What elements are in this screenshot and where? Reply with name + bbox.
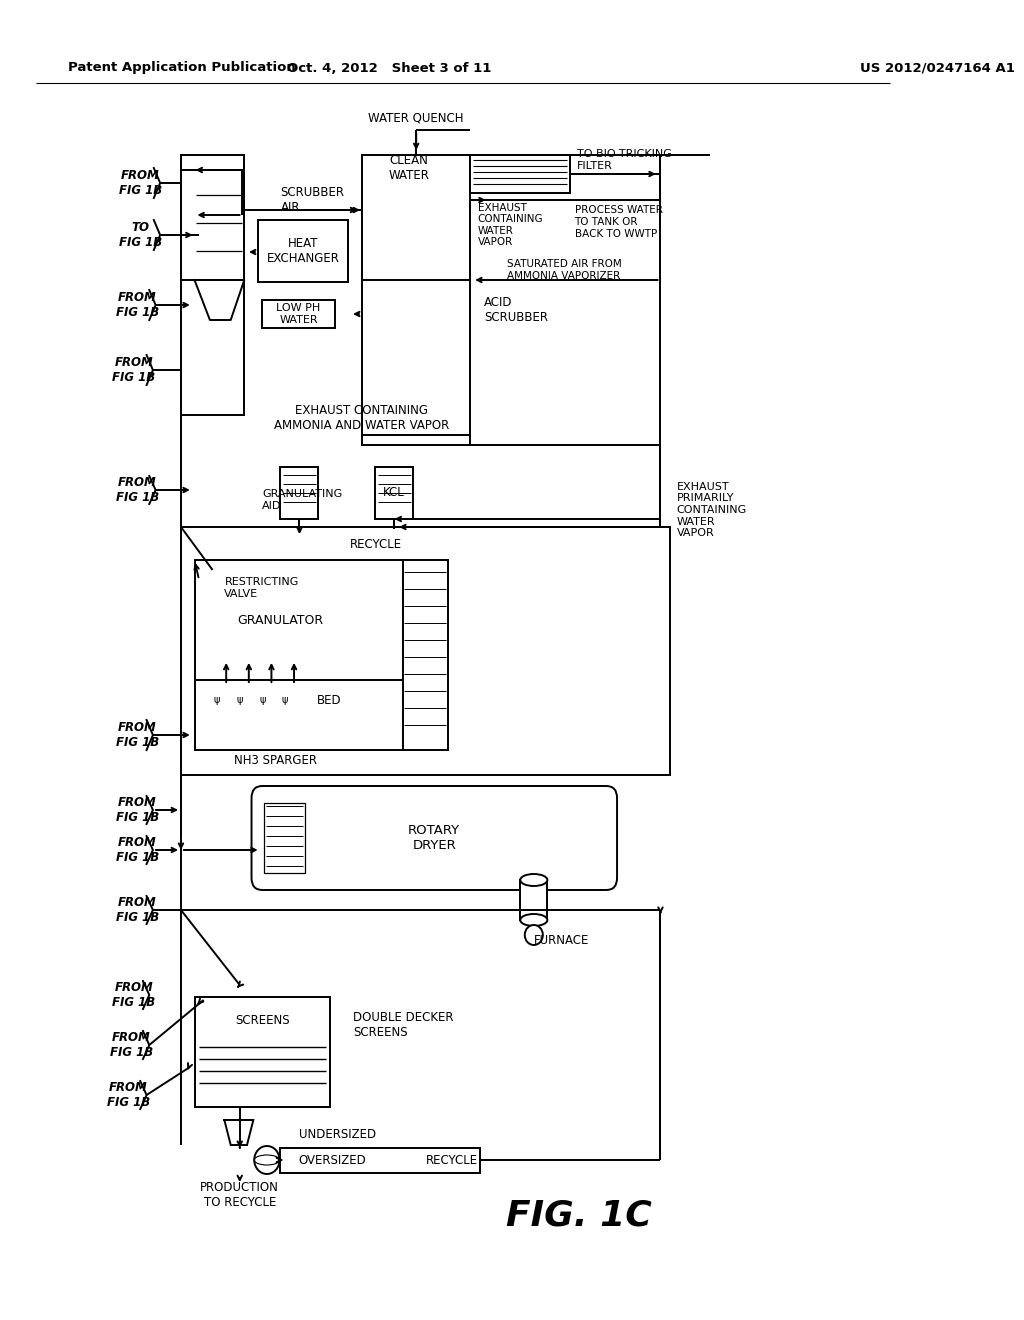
Bar bbox=[181, 154, 245, 414]
Bar bbox=[470, 154, 570, 193]
Text: FROM
FIG 1B: FROM FIG 1B bbox=[116, 836, 159, 865]
Text: HEAT
EXCHANGER: HEAT EXCHANGER bbox=[266, 238, 340, 265]
Text: WATER QUENCH: WATER QUENCH bbox=[369, 111, 464, 124]
Text: SCREENS: SCREENS bbox=[236, 1014, 290, 1027]
Text: FROM
FIG 1B: FROM FIG 1B bbox=[113, 356, 156, 384]
Text: ACID
SCRUBBER: ACID SCRUBBER bbox=[484, 296, 548, 323]
Text: EXHAUST
CONTAINING
WATER
VAPOR: EXHAUST CONTAINING WATER VAPOR bbox=[478, 202, 544, 247]
Bar bbox=[181, 527, 670, 775]
Bar bbox=[520, 880, 548, 920]
Text: RESTRICTING
VALVE: RESTRICTING VALVE bbox=[224, 577, 299, 599]
Bar bbox=[258, 220, 348, 282]
Text: KCL: KCL bbox=[383, 486, 404, 499]
Bar bbox=[262, 300, 335, 327]
Bar bbox=[195, 165, 245, 280]
Text: FIG. 1C: FIG. 1C bbox=[506, 1199, 652, 1232]
Text: TO BIO-TRICKING
FILTER: TO BIO-TRICKING FILTER bbox=[578, 149, 672, 170]
Text: FROM
FIG 1B: FROM FIG 1B bbox=[116, 896, 159, 924]
Text: FROM
FIG 1B: FROM FIG 1B bbox=[106, 1081, 151, 1109]
Text: FURNACE: FURNACE bbox=[534, 933, 589, 946]
Text: OVERSIZED: OVERSIZED bbox=[299, 1154, 367, 1167]
Text: FROM
FIG 1B: FROM FIG 1B bbox=[116, 796, 159, 824]
Text: FROM
FIG 1B: FROM FIG 1B bbox=[116, 721, 159, 748]
Text: RECYCLE: RECYCLE bbox=[426, 1154, 478, 1167]
Text: FROM
FIG 1B: FROM FIG 1B bbox=[119, 169, 162, 197]
Bar bbox=[281, 1148, 479, 1173]
Bar bbox=[264, 803, 305, 873]
Bar bbox=[210, 319, 236, 342]
Text: FROM
FIG 1B: FROM FIG 1B bbox=[116, 477, 159, 504]
Bar bbox=[195, 997, 330, 1107]
Text: ψ: ψ bbox=[259, 696, 265, 705]
Bar bbox=[361, 154, 470, 445]
Text: BED: BED bbox=[316, 693, 341, 706]
Ellipse shape bbox=[195, 156, 244, 174]
Text: RECYCLE: RECYCLE bbox=[349, 539, 401, 552]
Text: DOUBLE DECKER
SCREENS: DOUBLE DECKER SCREENS bbox=[353, 1011, 454, 1039]
Bar bbox=[281, 467, 318, 519]
Text: SCRUBBER
AIR: SCRUBBER AIR bbox=[281, 186, 344, 214]
Text: CLEAN
WATER: CLEAN WATER bbox=[389, 154, 430, 182]
Text: FROM
FIG 1B: FROM FIG 1B bbox=[116, 290, 159, 319]
Text: US 2012/0247164 A1: US 2012/0247164 A1 bbox=[859, 62, 1015, 74]
Text: EXHAUST CONTAINING
AMMONIA AND WATER VAPOR: EXHAUST CONTAINING AMMONIA AND WATER VAP… bbox=[274, 404, 450, 432]
Bar bbox=[376, 467, 414, 519]
Text: Patent Application Publication: Patent Application Publication bbox=[68, 62, 296, 74]
Circle shape bbox=[524, 925, 543, 945]
Text: GRANULATOR: GRANULATOR bbox=[238, 614, 324, 627]
Text: ψ: ψ bbox=[282, 696, 288, 705]
Text: GRANULATING
AID: GRANULATING AID bbox=[262, 490, 343, 511]
Text: SATURATED AIR FROM
AMMONIA VAPORIZER: SATURATED AIR FROM AMMONIA VAPORIZER bbox=[507, 259, 622, 281]
Text: PRODUCTION
TO RECYCLE: PRODUCTION TO RECYCLE bbox=[201, 1181, 280, 1209]
Text: ψ: ψ bbox=[237, 696, 243, 705]
Text: UNDERSIZED: UNDERSIZED bbox=[299, 1129, 376, 1142]
Bar bbox=[195, 560, 402, 750]
Text: FROM
FIG 1B: FROM FIG 1B bbox=[110, 1031, 153, 1059]
Circle shape bbox=[254, 1146, 280, 1173]
Text: ROTARY
DRYER: ROTARY DRYER bbox=[409, 824, 461, 851]
Text: Oct. 4, 2012   Sheet 3 of 11: Oct. 4, 2012 Sheet 3 of 11 bbox=[287, 62, 492, 74]
Text: TO
FIG 1B: TO FIG 1B bbox=[119, 220, 162, 249]
Bar bbox=[402, 560, 447, 750]
Text: EXHAUST
PRIMARILY
CONTAINING
WATER
VAPOR: EXHAUST PRIMARILY CONTAINING WATER VAPOR bbox=[677, 482, 748, 539]
Text: PROCESS WATER
TO TANK OR
BACK TO WWTP: PROCESS WATER TO TANK OR BACK TO WWTP bbox=[574, 206, 663, 239]
Text: FROM
FIG 1B: FROM FIG 1B bbox=[113, 981, 156, 1008]
Text: NH3 SPARGER: NH3 SPARGER bbox=[234, 754, 317, 767]
Text: ψ: ψ bbox=[214, 696, 220, 705]
Text: LOW PH
WATER: LOW PH WATER bbox=[276, 304, 321, 325]
Ellipse shape bbox=[520, 913, 548, 927]
FancyBboxPatch shape bbox=[252, 785, 617, 890]
Ellipse shape bbox=[520, 874, 548, 886]
